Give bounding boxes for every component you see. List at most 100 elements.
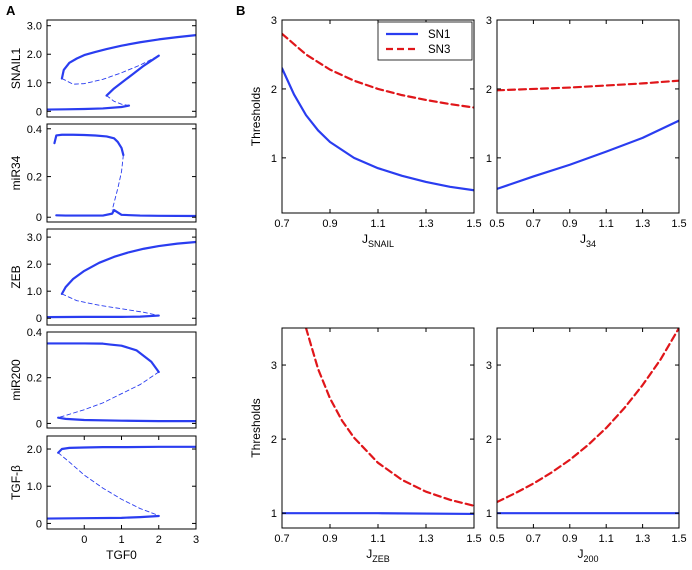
- x-tick-label: 0.7: [526, 533, 541, 545]
- y-tick-label: 0: [36, 106, 42, 118]
- y-tick-label: 1: [271, 153, 277, 165]
- x-axis-label-b1: JSNAIL: [362, 232, 394, 249]
- series-line-tgfb-unstable: [57, 452, 160, 517]
- axes-frame-b2: [496, 19, 680, 214]
- series-line-b1-SN1: [282, 67, 474, 192]
- x-tick-label: 0.9: [562, 533, 577, 545]
- plot-mir200: 0 0.2 0.4 miR200: [9, 327, 197, 430]
- y-tick-label: 1.0: [27, 78, 42, 90]
- x-tick-label: 1.3: [635, 218, 650, 230]
- series-line-tgfb-stable-lower: [47, 514, 160, 520]
- y-tick-label: 2: [271, 434, 277, 446]
- plot-b2: 1 2 3 0.5 0.7 0.9 1.1 1.3 1.5 J34: [486, 15, 687, 249]
- legend-label-SN1: SN1: [428, 29, 450, 41]
- y-axis-label-zeb: ZEB: [9, 265, 23, 288]
- series-line-mir34-unstable: [111, 154, 124, 211]
- y-tick-label: 1: [486, 153, 492, 165]
- panel-label-b: B: [236, 3, 245, 18]
- y-axis-label-mir200: miR200: [9, 359, 23, 401]
- y-tick-label: 3: [271, 15, 277, 27]
- x-tick-label: 0.5: [489, 533, 504, 545]
- series-line-zeb-stable-upper: [60, 240, 196, 295]
- y-tick-label: 3: [486, 15, 492, 27]
- y-tick-label: 1.0: [27, 481, 42, 493]
- series-line-b3-SN1: [282, 512, 474, 516]
- plot-b4: 1 2 3 0.5 0.7 0.9 1.1 1.3 1.5 J200: [486, 327, 687, 564]
- y-tick-label: 0.2: [27, 373, 42, 385]
- y-tick-label: 0: [36, 518, 42, 530]
- plot-mir34: 0 0.2 0.4 miR34: [9, 123, 197, 224]
- x-tick-label: 1.1: [599, 218, 614, 230]
- x-tick-label: 1.1: [370, 218, 385, 230]
- axes-frame-mir200: [46, 331, 197, 429]
- y-tick-label: 0.4: [27, 124, 42, 136]
- y-axis-label-b3: Thresholds: [249, 398, 263, 457]
- series-line-mir200-unstable: [57, 371, 160, 419]
- x-tick-label: 1.1: [370, 533, 385, 545]
- x-tick-label: 0.5: [489, 218, 504, 230]
- y-tick-label: 1: [271, 508, 277, 520]
- y-tick-label: 2: [486, 434, 492, 446]
- x-tick-label: 1.5: [671, 533, 686, 545]
- x-tick-label: 1.3: [418, 533, 433, 545]
- x-axis-label-b3: JZEB: [366, 547, 390, 564]
- series-line-b4-SN3: [497, 328, 679, 504]
- axes-frame-mir34: [46, 123, 197, 223]
- y-tick-label: 0: [36, 313, 42, 325]
- series-line-b1-SN3: [282, 32, 474, 109]
- series-line-snail1-unstable-lower: [106, 95, 130, 107]
- plot-tgfb: 0 1.0 2.0 0 1 2 3 TGF-β TGF0: [9, 435, 199, 562]
- legend-label-SN3: SN3: [428, 44, 450, 56]
- series-line-snail1-stable-upper: [60, 34, 196, 80]
- x-tick-label: 0.9: [562, 218, 577, 230]
- axes-frame-snail1: [46, 19, 197, 118]
- y-tick-label: 0.4: [27, 327, 42, 339]
- series-line-mir200-stable-lower: [57, 416, 196, 423]
- x-tick-label: 1.5: [671, 218, 686, 230]
- y-tick-label: 3: [486, 360, 492, 372]
- x-tick-label: 0.7: [274, 533, 289, 545]
- y-tick-label: 3.0: [27, 21, 42, 33]
- series-line-b3-SN3: [304, 328, 474, 507]
- series-line-mir34-stable-lower: [55, 208, 196, 218]
- y-tick-label: 3: [271, 360, 277, 372]
- y-tick-label: 0: [36, 212, 42, 224]
- plot-zeb: 0 1.0 2.0 3.0 ZEB: [9, 228, 197, 326]
- series-line-zeb-unstable: [61, 293, 160, 316]
- series-line-zeb-stable-lower: [47, 314, 160, 319]
- x-tick-label: 2: [156, 534, 162, 546]
- series-line-mir200-stable-upper: [47, 342, 160, 374]
- series-line-b2-SN3: [497, 79, 679, 92]
- y-axis-label-b1: Thresholds: [249, 87, 263, 146]
- x-tick-label: 0.9: [322, 218, 337, 230]
- x-axis-label-tgfb: TGF0: [106, 548, 137, 562]
- x-tick-label: 1: [118, 534, 124, 546]
- y-axis-label-mir34: miR34: [9, 155, 23, 190]
- series-line-tgfb-stable-upper: [57, 445, 196, 454]
- x-tick-label: 1.5: [466, 533, 481, 545]
- x-tick-label: 1.1: [599, 533, 614, 545]
- x-tick-label: 0.7: [274, 218, 289, 230]
- y-tick-label: 2: [486, 84, 492, 96]
- x-tick-label: 0.7: [526, 218, 541, 230]
- y-tick-label: 1.0: [27, 286, 42, 298]
- y-tick-label: 2.0: [27, 444, 42, 456]
- panel-label-a: A: [6, 3, 16, 18]
- x-tick-label: 0: [81, 534, 87, 546]
- y-tick-label: 2.0: [27, 259, 42, 271]
- y-axis-label-snail1: SNAIL1: [9, 47, 23, 89]
- y-tick-label: 3.0: [27, 232, 42, 244]
- x-tick-label: 0.9: [322, 533, 337, 545]
- y-tick-label: 0: [36, 418, 42, 430]
- x-tick-label: 3: [193, 534, 199, 546]
- series-line-snail1-stable-mid: [105, 54, 160, 97]
- series-line-snail1-stable-lower: [47, 104, 131, 111]
- axes-frame-zeb: [46, 228, 197, 326]
- y-tick-label: 0.2: [27, 172, 42, 184]
- legend-box: [377, 21, 473, 61]
- axes-frame-tgfb: [46, 435, 197, 530]
- y-tick-label: 2: [271, 84, 277, 96]
